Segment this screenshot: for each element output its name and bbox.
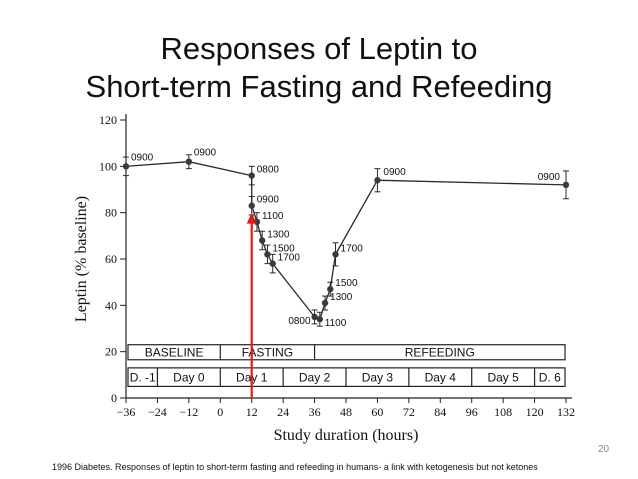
phase-band-frame (127, 344, 566, 361)
time-label: 0800 (288, 316, 311, 327)
y-tick-label: 120 (99, 113, 117, 127)
day-label: Day 3 (362, 371, 394, 385)
source-caption: 1996 Diabetes. Responses of leptin to sh… (52, 462, 538, 472)
time-label: 1500 (335, 278, 358, 289)
x-tick-label: 48 (340, 405, 352, 419)
data-point (248, 172, 255, 179)
x-tick-label: −24 (148, 405, 167, 419)
slide-title: Responses of Leptin to Short-term Fastin… (0, 30, 638, 106)
page-number: 20 (598, 444, 610, 455)
data-point (311, 313, 318, 321)
y-tick-label: 40 (105, 298, 117, 312)
time-label: 1700 (341, 243, 364, 254)
leptin-line-chart: 0 20 40 60 80 100 120 −36 −24 −12 0 12 24 36 48 60 72 84 9… (73, 113, 575, 444)
x-tick-label: 120 (526, 405, 544, 419)
chart-axes: 0 20 40 60 80 100 120 −36 −24 −12 0 12 24 36 48 60 72 84 9… (73, 113, 575, 444)
time-label: 0900 (538, 172, 561, 183)
data-point (316, 316, 324, 323)
y-tick-label: 20 (105, 345, 117, 359)
data-point (327, 285, 334, 293)
time-label: 1700 (278, 253, 301, 264)
x-axis-label: Study duration (hours) (274, 427, 419, 444)
x-tick-label: 36 (309, 405, 321, 419)
day-label: Day 0 (173, 371, 205, 385)
x-tick-label: 24 (277, 405, 289, 419)
y-tick-label: 60 (105, 252, 117, 266)
y-tick-label: 0 (111, 391, 117, 405)
phase-label: BASELINE (145, 346, 204, 360)
data-point (321, 299, 329, 307)
time-label: 0900 (383, 167, 406, 178)
day-label: D. 6 (539, 371, 561, 385)
day-label: Day 4 (425, 371, 457, 385)
x-tick-label: 72 (403, 405, 415, 419)
slide-title-line-1: Responses of Leptin to (160, 31, 478, 66)
data-point (122, 163, 130, 170)
x-tick-label: 108 (494, 405, 512, 419)
time-label: 1100 (325, 318, 347, 329)
annotation-layer (246, 212, 257, 398)
y-axis-label: Leptin (% baseline) (73, 196, 90, 322)
time-label: 0900 (131, 152, 154, 163)
x-tick-label: 132 (557, 405, 575, 419)
phase-label: FASTING (242, 346, 293, 360)
x-tick-label: 96 (466, 405, 478, 419)
data-point (185, 158, 193, 165)
data-point (332, 251, 339, 258)
time-label: 0900 (194, 148, 217, 159)
day-label: Day 5 (487, 371, 519, 385)
time-label: 0800 (257, 165, 280, 176)
time-label: 1500 (272, 243, 295, 254)
time-label: 0900 (257, 195, 280, 206)
x-tick-label: −12 (179, 405, 198, 419)
y-tick-label: 80 (105, 206, 117, 220)
x-tick-label: −36 (117, 405, 136, 419)
time-label: 1100 (262, 211, 284, 222)
x-tick-label: 84 (434, 405, 446, 419)
x-tick-label: 0 (217, 405, 223, 419)
x-tick-label: 60 (371, 405, 383, 419)
data-point (269, 260, 276, 267)
data-point (258, 237, 266, 244)
time-label: 1300 (330, 292, 353, 303)
x-tick-label: 12 (246, 405, 258, 419)
data-point (562, 181, 570, 189)
slide-title-line-2: Short-term Fasting and Refeeding (85, 69, 553, 104)
red-arrow-head (246, 212, 257, 224)
day-label: Day 2 (299, 371, 331, 385)
data-point (248, 202, 255, 209)
day-label: D. -1 (130, 371, 156, 385)
time-label: 1300 (267, 229, 290, 240)
y-tick-label: 100 (99, 159, 117, 173)
phase-label: REFEEDING (405, 346, 475, 360)
data-point (374, 177, 381, 184)
data-point (264, 251, 271, 258)
